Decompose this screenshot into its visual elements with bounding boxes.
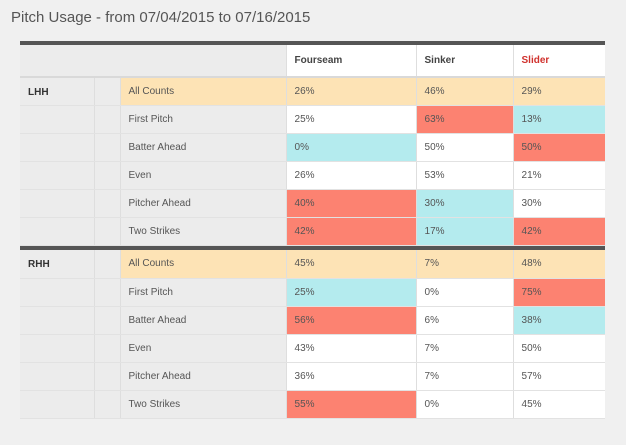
- cell-sinker: 46%: [415, 77, 514, 106]
- cell-fourseam: 0%: [285, 133, 417, 162]
- group-label-cell: [20, 278, 94, 307]
- cell-fourseam: 36%: [285, 362, 417, 391]
- row-indent-cell: [93, 390, 120, 419]
- row-indent-cell: [93, 306, 120, 335]
- row-label: First Pitch: [119, 278, 287, 307]
- table-row: First Pitch 25% 0% 75%: [20, 278, 606, 307]
- row-indent-cell: [93, 278, 120, 307]
- group-label-cell: [20, 161, 94, 190]
- row-label: Two Strikes: [119, 390, 287, 419]
- group-separator: [20, 245, 606, 250]
- row-indent-cell: [93, 161, 120, 190]
- table-row: RHH All Counts 45% 7% 48%: [20, 250, 606, 279]
- group-label: LHH: [20, 77, 94, 106]
- cell-slider: 21%: [512, 161, 606, 190]
- cell-slider: 75%: [512, 278, 606, 307]
- row-indent-cell: [93, 362, 120, 391]
- cell-fourseam: 45%: [285, 250, 417, 279]
- column-header-fourseam[interactable]: Fourseam: [285, 41, 417, 78]
- table-row: Batter Ahead 0% 50% 50%: [20, 133, 606, 162]
- row-indent-cell: [93, 334, 120, 363]
- row-indent-cell: [93, 217, 120, 246]
- row-indent-cell: [93, 189, 120, 218]
- cell-slider: 50%: [512, 133, 606, 162]
- cell-fourseam: 26%: [285, 77, 417, 106]
- group-label-cell: [20, 390, 94, 419]
- cell-fourseam: 55%: [285, 390, 417, 419]
- row-label: Two Strikes: [119, 217, 287, 246]
- cell-fourseam: 40%: [285, 189, 417, 218]
- row-label: All Counts: [119, 250, 287, 279]
- cell-sinker: 7%: [415, 250, 514, 279]
- column-header-sinker[interactable]: Sinker: [415, 41, 514, 78]
- table-body: LHH All Counts 26% 46% 29% First Pitch 25% 63% 1…: [20, 77, 606, 419]
- row-label: Batter Ahead: [119, 133, 287, 162]
- group-label-cell: [20, 362, 94, 391]
- cell-slider: 29%: [512, 77, 606, 106]
- cell-sinker: 0%: [415, 390, 514, 419]
- cell-slider: 42%: [512, 217, 606, 246]
- row-label: All Counts: [119, 77, 287, 106]
- table-row: Even 43% 7% 50%: [20, 334, 606, 363]
- group-label: RHH: [20, 250, 94, 279]
- group-label-cell: [20, 217, 94, 246]
- row-label: Pitcher Ahead: [119, 362, 287, 391]
- group-label-cell: [20, 334, 94, 363]
- cell-slider: 30%: [512, 189, 606, 218]
- cell-sinker: 6%: [415, 306, 514, 335]
- table-row: Two Strikes 42% 17% 42%: [20, 217, 606, 246]
- cell-sinker: 0%: [415, 278, 514, 307]
- row-label: Even: [119, 161, 287, 190]
- page-title: Pitch Usage - from 07/04/2015 to 07/16/2…: [11, 9, 311, 26]
- table-row: Pitcher Ahead 36% 7% 57%: [20, 362, 606, 391]
- cell-fourseam: 56%: [285, 306, 417, 335]
- row-label: Even: [119, 334, 287, 363]
- cell-fourseam: 26%: [285, 161, 417, 190]
- group-label-cell: [20, 105, 94, 134]
- cell-sinker: 50%: [415, 133, 514, 162]
- row-indent-cell: [93, 250, 120, 279]
- group-separator-bar: [20, 245, 606, 250]
- group-label-cell: [20, 189, 94, 218]
- cell-sinker: 63%: [415, 105, 514, 134]
- column-header-slider[interactable]: Slider: [512, 41, 606, 78]
- row-label: First Pitch: [119, 105, 287, 134]
- cell-sinker: 17%: [415, 217, 514, 246]
- row-indent-cell: [93, 105, 120, 134]
- cell-sinker: 7%: [415, 334, 514, 363]
- cell-fourseam: 25%: [285, 105, 417, 134]
- table-header-row: Fourseam Sinker Slider: [20, 41, 606, 78]
- cell-slider: 45%: [512, 390, 606, 419]
- cell-sinker: 53%: [415, 161, 514, 190]
- cell-slider: 48%: [512, 250, 606, 279]
- group-label-cell: [20, 306, 94, 335]
- row-label: Pitcher Ahead: [119, 189, 287, 218]
- table-row: First Pitch 25% 63% 13%: [20, 105, 606, 134]
- row-label: Batter Ahead: [119, 306, 287, 335]
- cell-fourseam: 25%: [285, 278, 417, 307]
- cell-slider: 57%: [512, 362, 606, 391]
- group-label-cell: [20, 133, 94, 162]
- table-row: Batter Ahead 56% 6% 38%: [20, 306, 606, 335]
- header-spacer: [20, 41, 287, 78]
- table-row: LHH All Counts 26% 46% 29%: [20, 77, 606, 106]
- cell-slider: 13%: [512, 105, 606, 134]
- table-row: Pitcher Ahead 40% 30% 30%: [20, 189, 606, 218]
- row-indent-cell: [93, 77, 120, 106]
- cell-fourseam: 42%: [285, 217, 417, 246]
- cell-sinker: 7%: [415, 362, 514, 391]
- table-row: Two Strikes 55% 0% 45%: [20, 390, 606, 419]
- cell-slider: 50%: [512, 334, 606, 363]
- pitch-usage-table: Fourseam Sinker Slider LHH All Counts 26% 4…: [20, 41, 606, 419]
- row-indent-cell: [93, 133, 120, 162]
- table-row: Even 26% 53% 21%: [20, 161, 606, 190]
- cell-sinker: 30%: [415, 189, 514, 218]
- cell-fourseam: 43%: [285, 334, 417, 363]
- cell-slider: 38%: [512, 306, 606, 335]
